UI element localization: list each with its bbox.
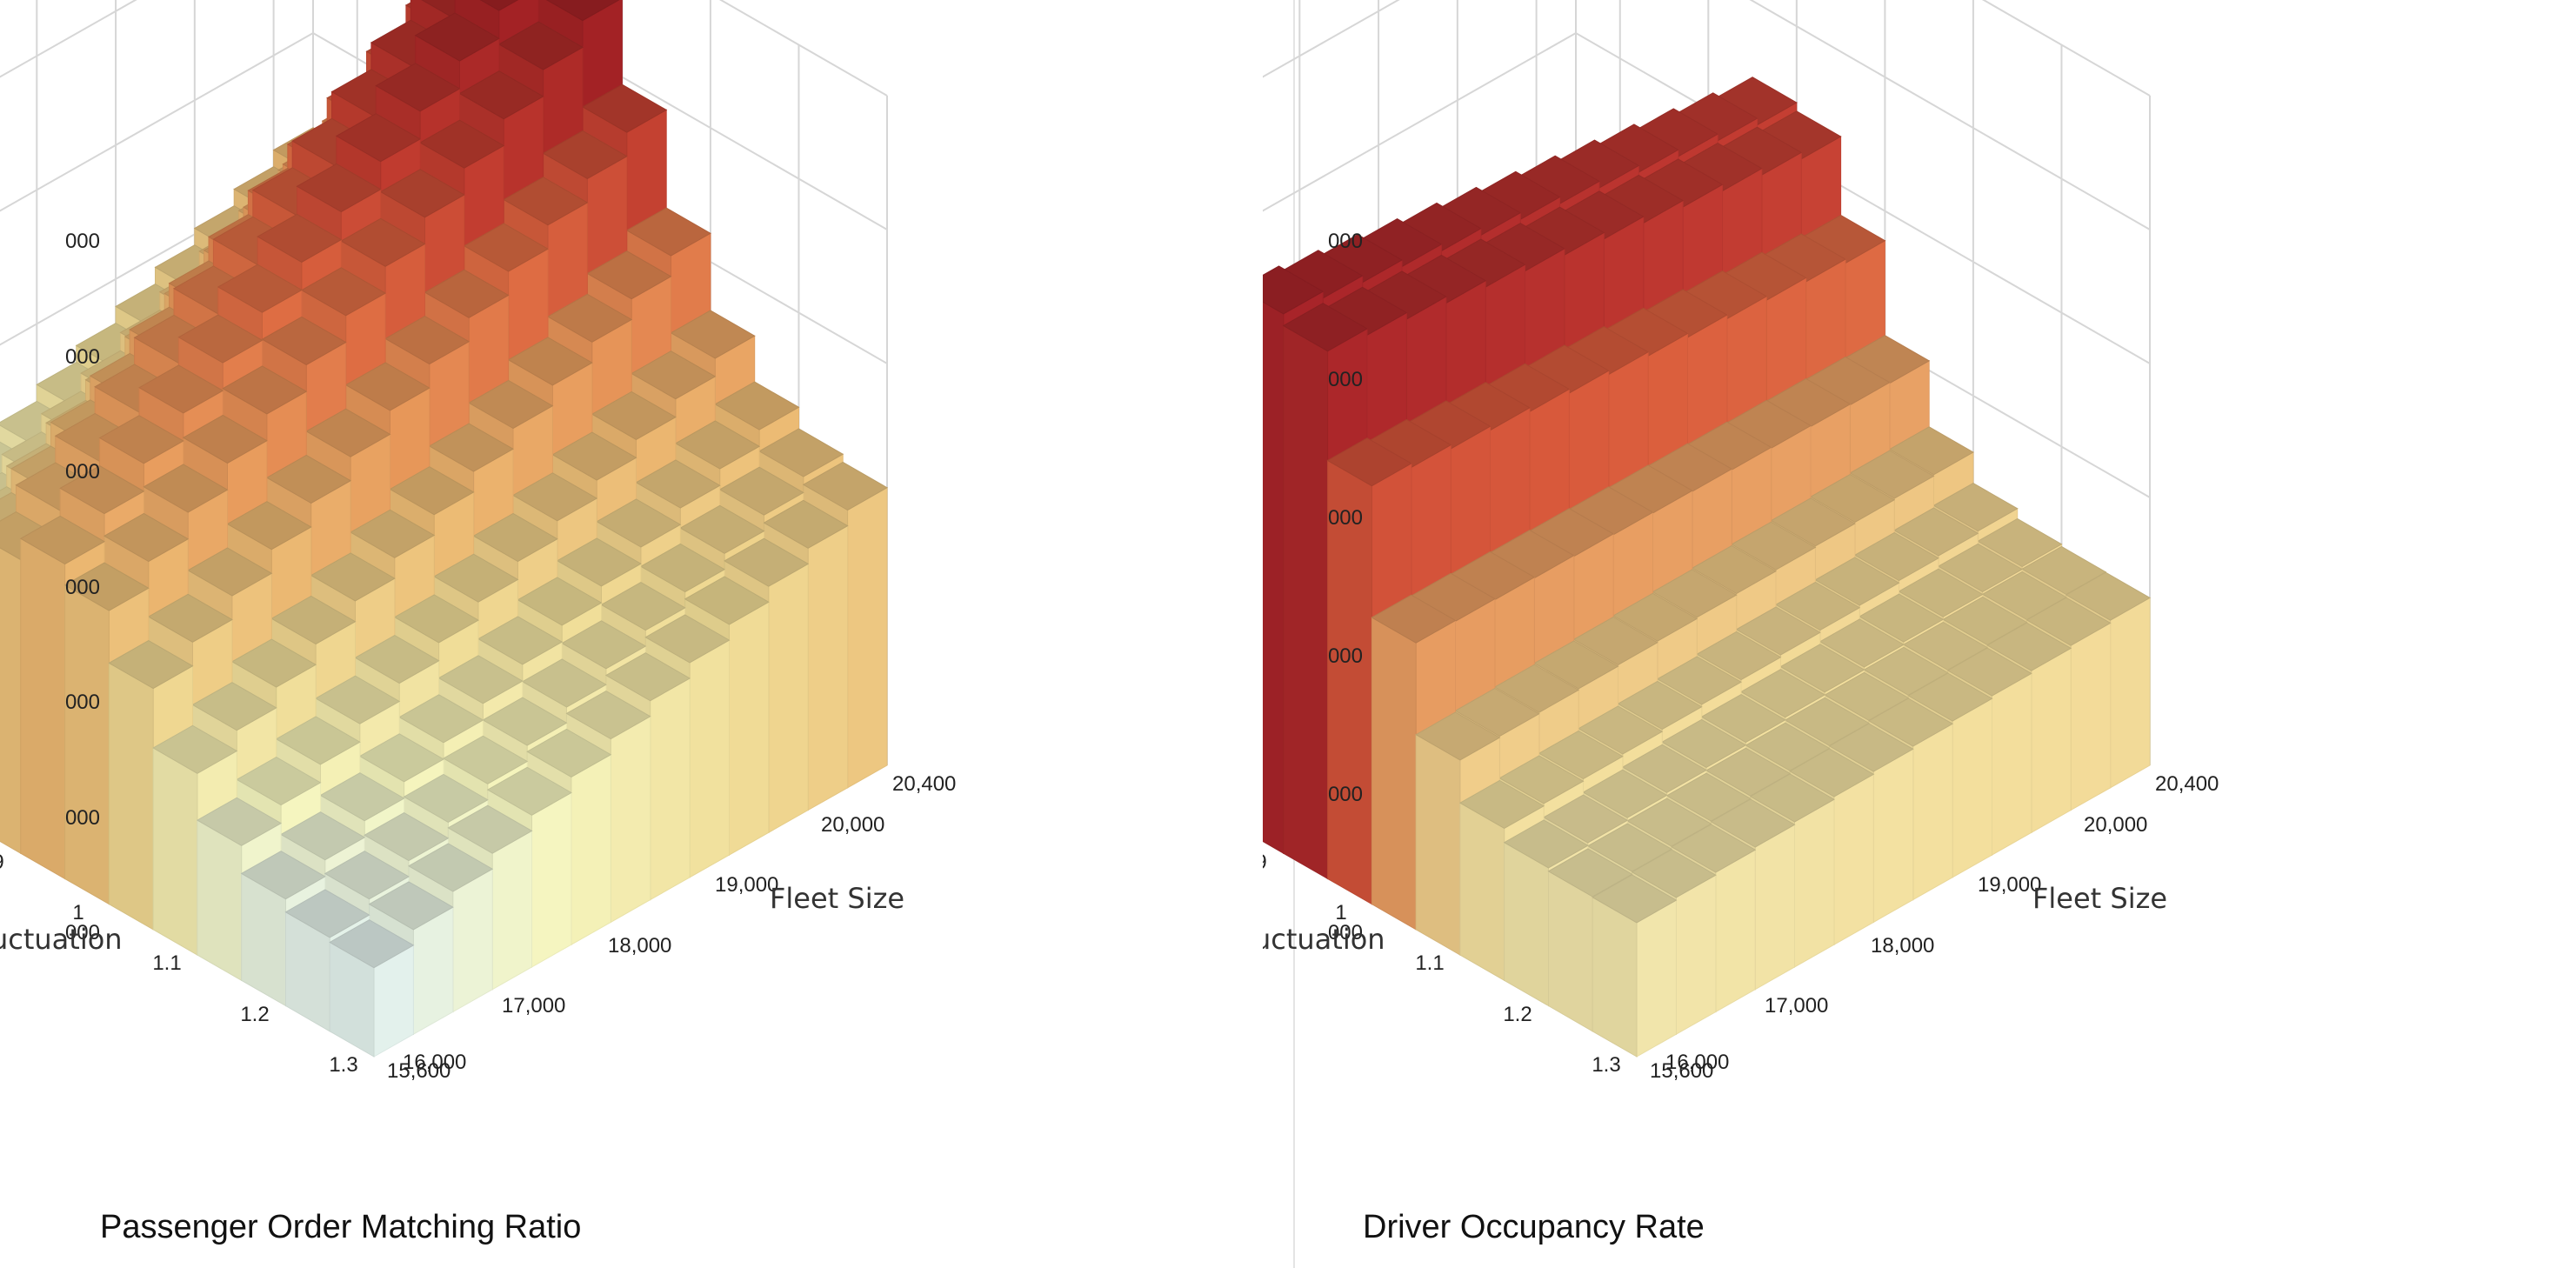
z-axis: 000 000 000 000 000 000 <box>1328 230 1363 944</box>
y-axis-title: Fleet Size <box>2032 882 2167 915</box>
z-tick-label: 000 <box>1328 230 1363 253</box>
y-tick-label: 17,000 <box>1765 994 1828 1018</box>
y-tick-label: 20,000 <box>2084 813 2147 837</box>
z-tick-label: 000 <box>65 921 100 944</box>
x-tick-label: 1 <box>72 901 83 924</box>
x-axis: 0.70.80.911.11.21.3Price Fluctuation <box>0 851 358 1077</box>
x-tick-label: 1.3 <box>1592 1053 1620 1077</box>
y-tick-label: 16,000 <box>1665 1051 1729 1074</box>
y-tick-label: 19,000 <box>1978 873 2041 897</box>
y-tick-label: 18,000 <box>608 934 671 958</box>
x-tick-label: 1.2 <box>240 1003 269 1026</box>
chart-panel-occupancy-rate: 0000000000000000000.70.80.911.11.21.3Pri… <box>1263 0 2550 1268</box>
x-tick-label: 0.9 <box>0 851 4 874</box>
bar3d-chart-occupancy-rate: 0000000000000000000.70.80.911.11.21.3Pri… <box>1263 0 2219 1083</box>
y-tick-label: 20,000 <box>821 813 884 837</box>
x-tick-label: 1.2 <box>1503 1003 1532 1026</box>
z-tick-label: 000 <box>65 460 100 484</box>
y-tick-label: 15,600 <box>387 1059 450 1083</box>
chart-title: Passenger Order Matching Ratio <box>100 1209 582 1245</box>
y-axis-title: Fleet Size <box>770 882 904 915</box>
grid-line <box>1263 0 2151 230</box>
x-tick-label: 1.3 <box>329 1053 357 1077</box>
grid-line <box>0 0 888 230</box>
z-tick-label: 000 <box>65 230 100 253</box>
bar3d-chart-matching-ratio: 0000000000000000000000.70.80.911.11.21.3… <box>0 0 956 1083</box>
chart-title: Driver Occupancy Rate <box>1363 1209 1705 1245</box>
z-tick-label: 000 <box>1328 921 1363 944</box>
y-tick-label: 20,400 <box>2155 772 2219 796</box>
x-tick-label: 1.1 <box>1415 951 1444 975</box>
grid-line <box>1981 0 2151 97</box>
y-tick-label: 20,400 <box>892 772 956 796</box>
chart-panel-matching-ratio: 0000000000000000000000.70.80.911.11.21.3… <box>0 0 1287 1268</box>
x-tick-label: 1 <box>1335 901 1346 924</box>
y-tick-label: 19,000 <box>715 873 778 897</box>
z-tick-label: 000 <box>1328 368 1363 391</box>
x-axis: 0.70.80.911.11.21.3Price Fluctuation <box>1263 851 1621 1077</box>
z-axis: 000 000 000 000 000 000 000 <box>65 230 100 944</box>
z-tick-label: 000 <box>65 345 100 369</box>
y-tick-label: 16,000 <box>403 1051 466 1074</box>
z-tick-label: 000 <box>1328 644 1363 668</box>
z-tick-label: 000 <box>65 576 100 599</box>
bar <box>1592 874 1678 1058</box>
y-tick-label: 15,600 <box>1650 1059 1713 1083</box>
z-tick-label: 000 <box>1328 506 1363 530</box>
x-tick-label: 1.1 <box>152 951 181 975</box>
z-tick-label: 000 <box>1328 783 1363 806</box>
y-tick-label: 17,000 <box>502 994 565 1018</box>
bar <box>329 919 415 1058</box>
z-tick-label: 000 <box>65 806 100 830</box>
x-axis-title: Price Fluctuation <box>0 923 123 956</box>
x-axis-title: Price Fluctuation <box>1263 923 1385 956</box>
bars <box>1263 77 2152 1058</box>
y-tick-label: 18,000 <box>1871 934 1934 958</box>
bars <box>0 0 889 1058</box>
z-tick-label: 000 <box>65 691 100 714</box>
x-tick-label: 0.9 <box>1263 851 1267 874</box>
